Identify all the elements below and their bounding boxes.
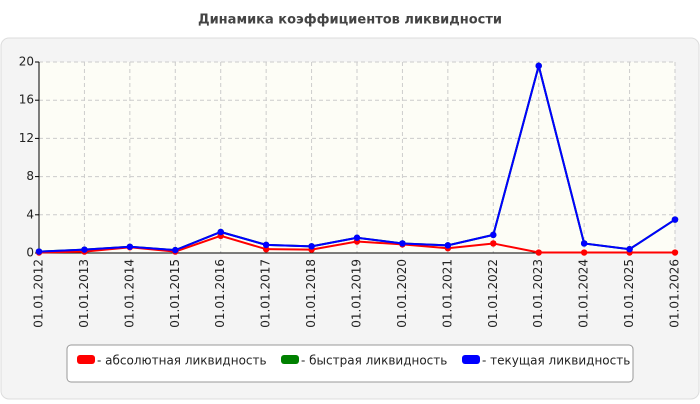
x-tick-label: 01.01.2024 (577, 259, 591, 328)
x-tick-label: 01.01.2020 (395, 259, 409, 328)
data-point (626, 245, 633, 253)
data-point (580, 249, 588, 256)
chart-title: Динамика коэффициентов ликвидности (198, 13, 502, 28)
x-tick-label: 01.01.2022 (486, 259, 500, 328)
data-point (399, 240, 406, 247)
data-point (490, 231, 497, 239)
data-point (217, 228, 224, 236)
x-tick-label: 01.01.2014 (122, 259, 136, 328)
y-tick-label: 8 (26, 169, 34, 183)
x-tick-label: 01.01.2015 (168, 259, 182, 328)
data-point (671, 216, 679, 223)
data-point (535, 62, 542, 70)
y-tick-label: 16 (19, 93, 34, 107)
data-point (353, 234, 361, 241)
data-point (444, 242, 452, 249)
data-point (490, 240, 497, 247)
x-tick-label: 01.01.2021 (440, 259, 454, 328)
data-point (81, 246, 88, 253)
data-point (308, 243, 315, 250)
data-point (126, 243, 134, 250)
x-tick-label: 01.01.2017 (259, 259, 273, 328)
x-tick-label: 01.01.2026 (668, 259, 682, 328)
legend-swatch (77, 355, 95, 364)
legend-label: - абсолютная ликвидность (97, 354, 267, 368)
x-tick-label: 01.01.2019 (350, 259, 364, 328)
y-tick-label: 20 (19, 55, 34, 69)
data-point (580, 240, 588, 247)
x-tick-label: 01.01.2018 (304, 259, 318, 328)
x-tick-label: 01.01.2025 (622, 259, 636, 328)
x-tick-label: 01.01.2023 (531, 259, 545, 328)
y-tick-label: 12 (19, 131, 34, 145)
data-point (671, 249, 679, 256)
legend-swatch (462, 355, 480, 364)
data-point (535, 249, 542, 256)
y-tick-label: 4 (26, 207, 34, 221)
legend-swatch (281, 355, 299, 364)
data-point (172, 246, 179, 254)
legend-label: - быстрая ликвидность (301, 354, 447, 368)
x-tick-label: 01.01.2016 (213, 259, 227, 328)
legend (66, 344, 634, 383)
y-tick-label: 0 (26, 246, 34, 260)
x-tick-label: 01.01.2012 (32, 259, 46, 328)
data-point (262, 241, 270, 249)
data-point (35, 248, 43, 255)
legend-label: - текущая ликвидность (482, 354, 630, 368)
x-tick-label: 01.01.2013 (77, 259, 91, 328)
